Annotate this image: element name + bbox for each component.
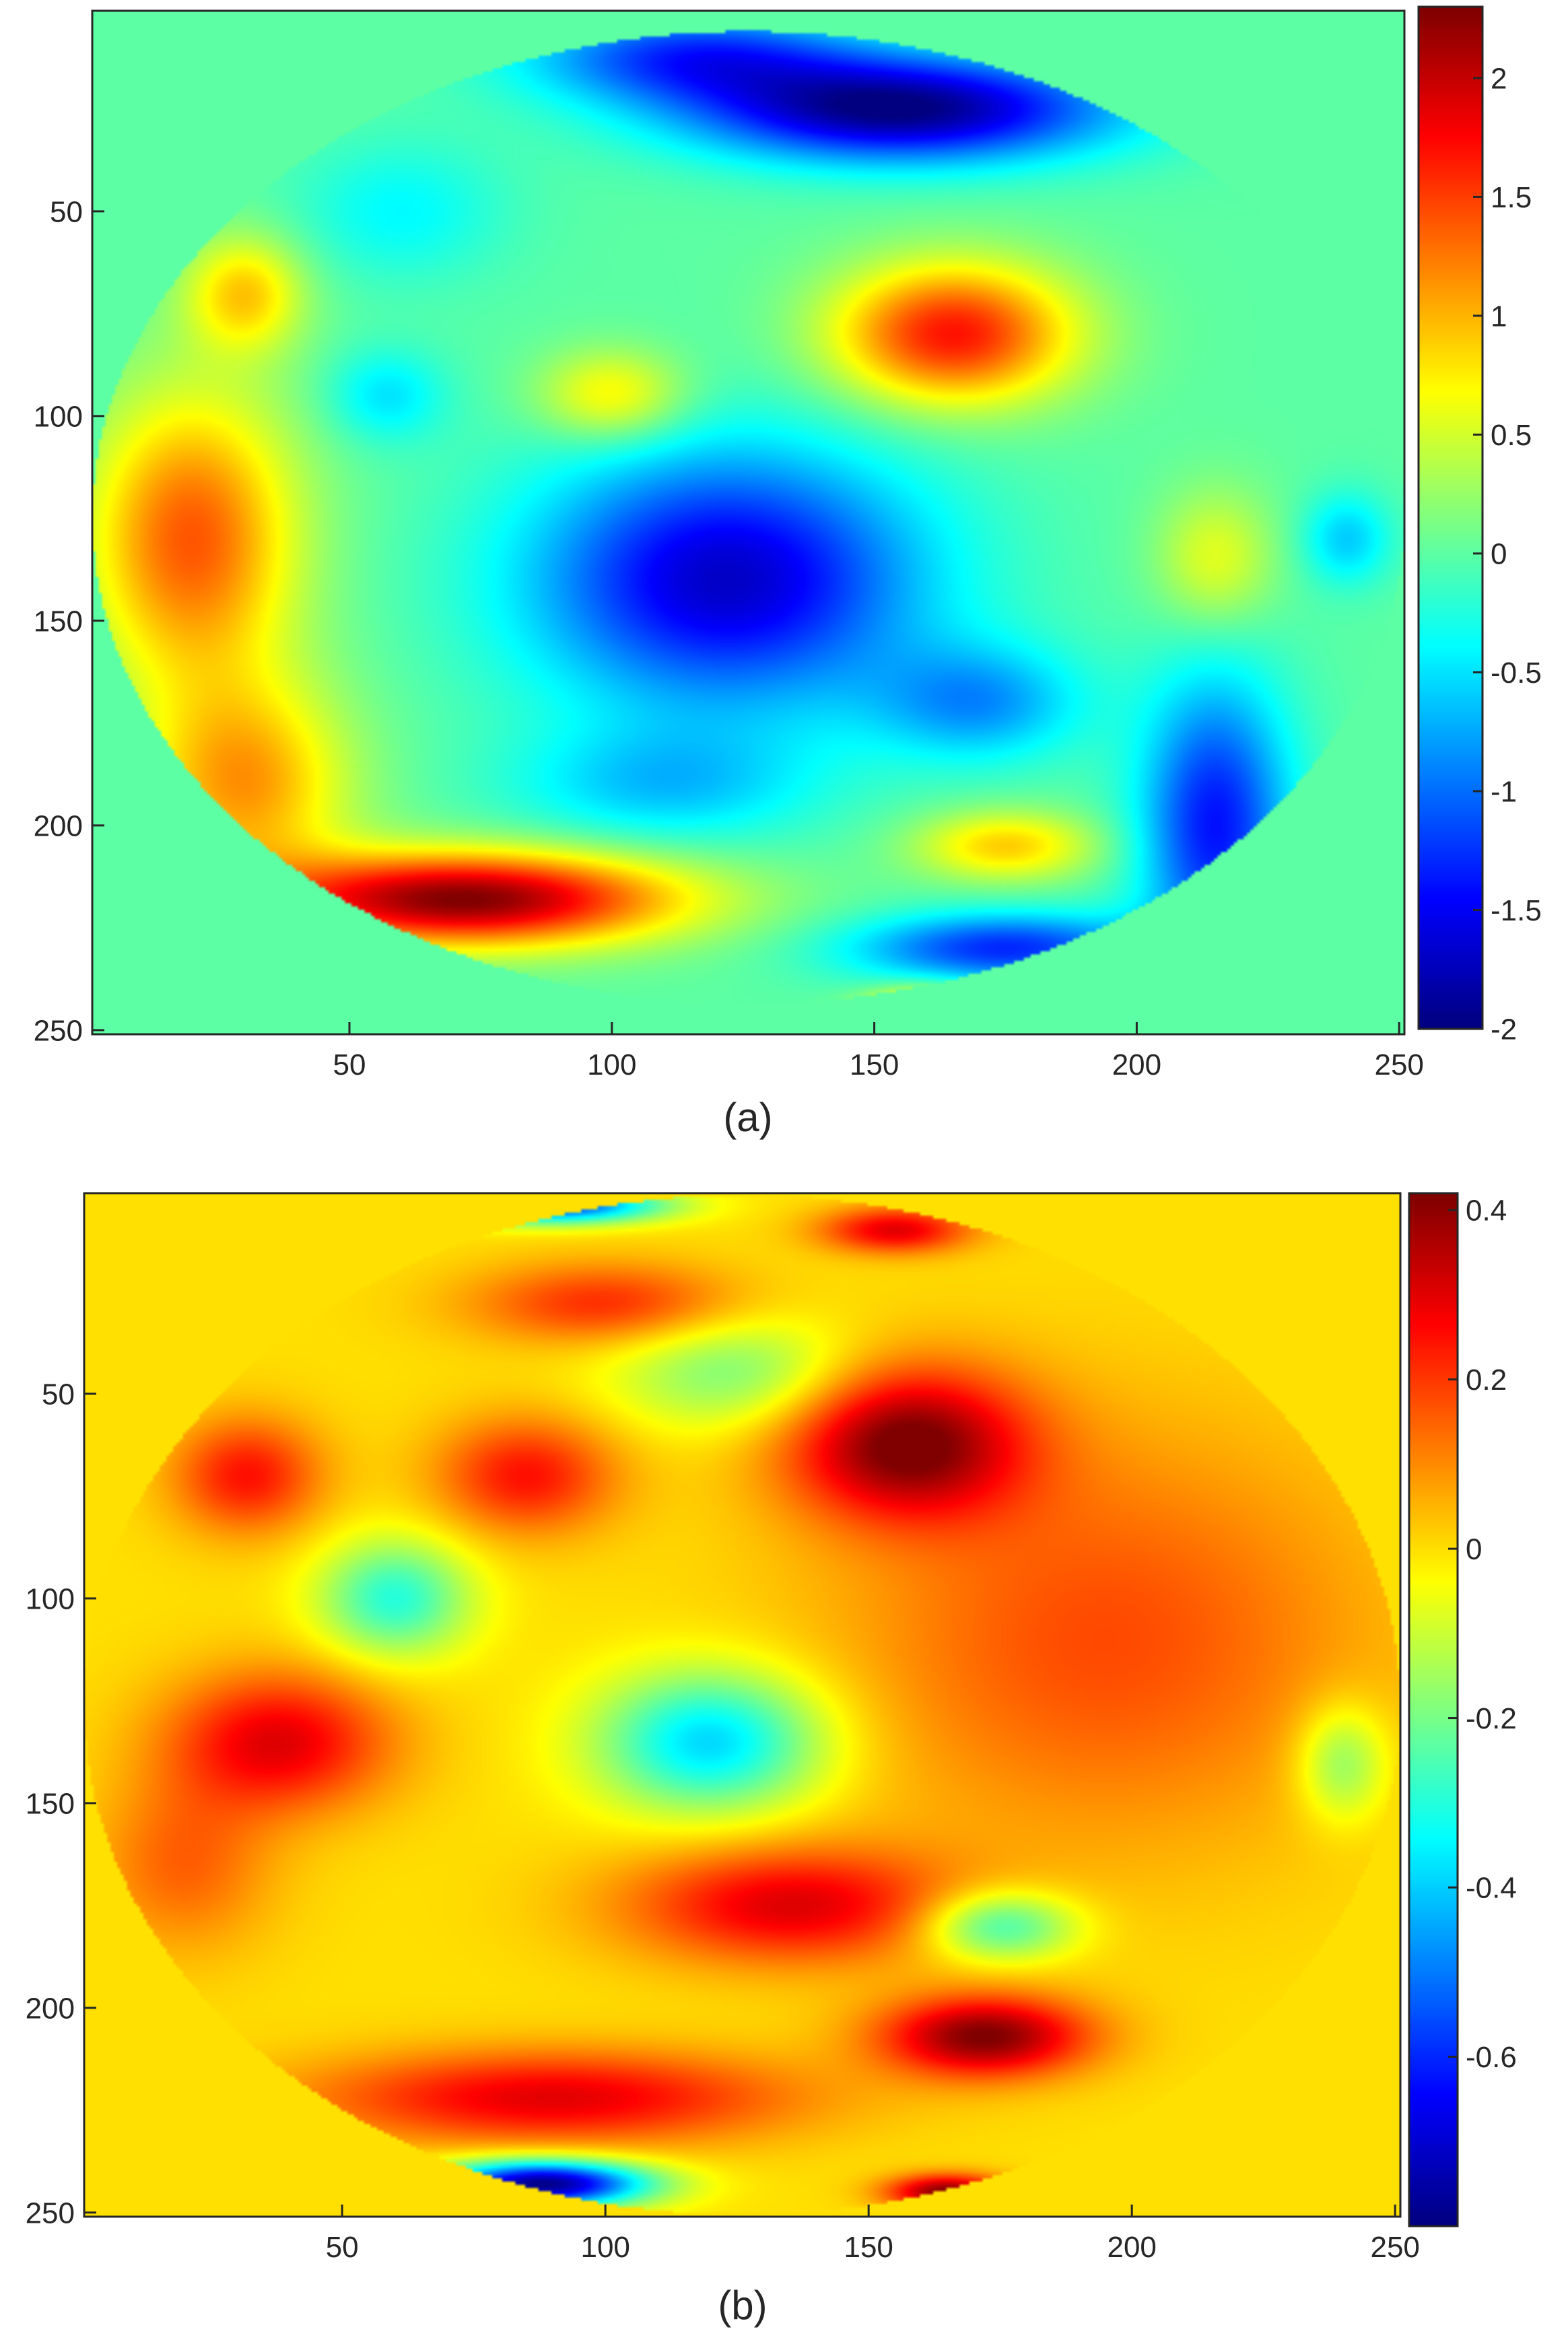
x-tick-label: 50 bbox=[326, 2231, 359, 2264]
x-tick-label: 150 bbox=[844, 2231, 893, 2264]
colorbar-a bbox=[1419, 7, 1482, 1029]
colorbar-tick-label: -1 bbox=[1491, 775, 1517, 808]
x-axis-a: 50 100 150 200 250 bbox=[333, 1022, 1424, 1081]
colorbar-tick-label: 0 bbox=[1491, 537, 1507, 570]
colorbar-tick-label: -0.4 bbox=[1466, 1871, 1517, 1904]
heatmap-image-a bbox=[92, 11, 1404, 1034]
y-tick-label: 200 bbox=[26, 1992, 75, 2025]
y-tick-label: 200 bbox=[34, 809, 83, 842]
x-tick-label: 100 bbox=[580, 2231, 629, 2264]
y-axis-a: 50 100 150 200 250 bbox=[34, 195, 104, 1047]
colorbar-tick-label: 1.5 bbox=[1491, 181, 1532, 214]
x-tick-label: 250 bbox=[1370, 2231, 1419, 2264]
colorbar-tick-label: 0 bbox=[1466, 1533, 1482, 1566]
colorbar-ticks-a: 2 1.5 1 0.5 0 -0.5 -1 -1.5 -2 bbox=[1473, 62, 1542, 1046]
y-tick-label: 100 bbox=[26, 1582, 75, 1615]
y-axis-b: 50 100 150 200 250 bbox=[26, 1378, 96, 2229]
x-axis-b: 50 100 150 200 250 bbox=[326, 2205, 1420, 2264]
y-tick-label: 150 bbox=[26, 1787, 75, 1820]
plot-frame-b bbox=[83, 1192, 1402, 2218]
panel-b: 50 100 150 200 250 50 100 150 200 250 0.4 0.2 0 -0.… bbox=[26, 1192, 1517, 2328]
x-tick-label: 50 bbox=[333, 1048, 366, 1081]
colorbar-b bbox=[1409, 1193, 1458, 2226]
plot-frame-a bbox=[91, 9, 1406, 1036]
heatmap-image-b bbox=[84, 1193, 1400, 2217]
panel-label-b: (b) bbox=[718, 2283, 767, 2328]
x-tick-label: 250 bbox=[1374, 1048, 1423, 1081]
colorbar-tick-label: 0.4 bbox=[1466, 1195, 1507, 1228]
y-tick-label: 100 bbox=[34, 400, 83, 433]
y-tick-label: 50 bbox=[50, 195, 83, 228]
colorbar-tick-label: -1.5 bbox=[1491, 894, 1542, 927]
panel-a: 50 100 150 200 250 50 100 150 200 250 2 1.5 1 0.5 0 -… bbox=[34, 5, 1542, 1140]
colorbar-tick-label: -2 bbox=[1491, 1013, 1517, 1046]
colorbar-tick-label: -0.6 bbox=[1466, 2041, 1517, 2074]
colorbar-frame-b bbox=[1408, 1192, 1459, 2227]
y-tick-label: 150 bbox=[34, 605, 83, 638]
colorbar-tick-label: -0.5 bbox=[1491, 657, 1542, 690]
colorbar-tick-label: 0.5 bbox=[1491, 419, 1532, 452]
colorbar-tick-label: 1 bbox=[1491, 300, 1507, 333]
x-tick-label: 200 bbox=[1112, 1048, 1161, 1081]
y-tick-label: 250 bbox=[34, 1014, 83, 1047]
colorbar-frame-a bbox=[1417, 5, 1484, 1030]
panel-label-a: (a) bbox=[723, 1095, 772, 1140]
x-tick-label: 100 bbox=[587, 1048, 636, 1081]
colorbar-tick-label: 2 bbox=[1491, 62, 1507, 95]
y-tick-label: 250 bbox=[26, 2196, 75, 2229]
colorbar-ticks-b: 0.4 0.2 0 -0.2 -0.4 -0.6 bbox=[1448, 1195, 1517, 2074]
colorbar-tick-label: 0.2 bbox=[1466, 1364, 1507, 1397]
x-tick-label: 200 bbox=[1107, 2231, 1156, 2264]
x-tick-label: 150 bbox=[850, 1048, 899, 1081]
colorbar-tick-label: -0.2 bbox=[1466, 1702, 1517, 1735]
y-tick-label: 50 bbox=[42, 1378, 75, 1411]
